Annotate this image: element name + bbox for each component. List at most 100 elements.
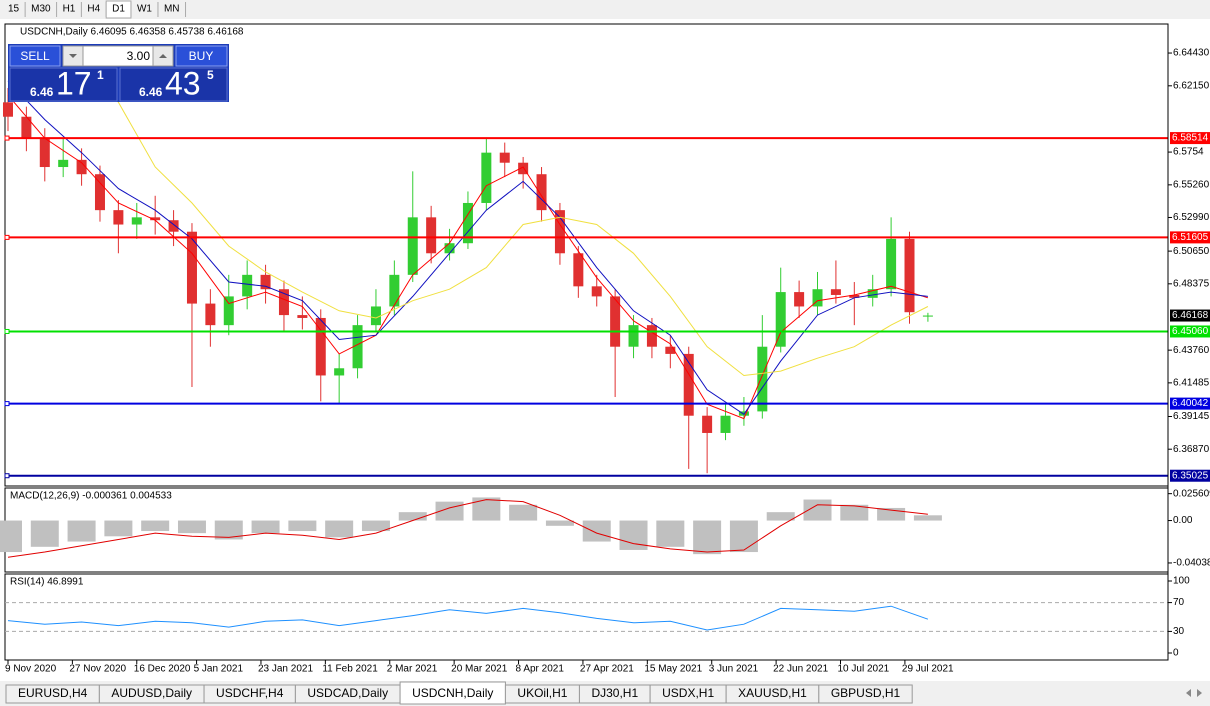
- y-tick-label: 6.55260: [1173, 179, 1210, 190]
- macd-bar: [325, 520, 354, 538]
- sell-label[interactable]: SELL: [20, 49, 50, 63]
- ask-box[interactable]: [119, 67, 228, 102]
- timeframe-button[interactable]: H4: [87, 4, 100, 15]
- tab-label[interactable]: USDX,H1: [662, 686, 714, 700]
- timeframe-button[interactable]: 15: [8, 4, 20, 15]
- x-tick-label: 11 Feb 2021: [322, 664, 378, 675]
- y-tick-label: 6.36870: [1173, 444, 1210, 455]
- candle-body: [297, 315, 308, 318]
- level-label-bg: [1170, 132, 1210, 145]
- candle-body: [39, 138, 50, 168]
- y-tick-label: 70: [1173, 597, 1185, 608]
- candle-body: [536, 174, 547, 211]
- candle-body: [76, 159, 87, 175]
- candle-body: [389, 274, 400, 307]
- candle-body: [702, 415, 713, 433]
- candle-body: [462, 202, 473, 244]
- level-label-bg: [1170, 469, 1210, 482]
- macd-bar: [840, 504, 869, 521]
- y-tick-label: 30: [1173, 626, 1185, 637]
- candle-body: [830, 289, 841, 295]
- timeframe-button[interactable]: M30: [31, 4, 51, 15]
- tab-label[interactable]: AUDUSD,Daily: [111, 686, 192, 700]
- level-label-bg: [1170, 397, 1210, 410]
- candle-body: [591, 286, 602, 297]
- scroll-right[interactable]: [1197, 689, 1202, 697]
- macd-bar: [398, 512, 427, 521]
- bid-box[interactable]: [9, 67, 118, 102]
- tab-label[interactable]: XAUUSD,H1: [738, 686, 807, 700]
- tab-label[interactable]: USDCAD,Daily: [307, 686, 388, 700]
- candle-body: [168, 220, 179, 232]
- level-label-bg: [1170, 231, 1210, 244]
- x-tick-label: 2 Mar 2021: [387, 664, 438, 675]
- candle-body: [370, 306, 381, 326]
- panel-title: RSI(14) 46.8991: [10, 577, 84, 588]
- panel-title: MACD(12,26,9) -0.000361 0.004533: [10, 491, 172, 502]
- candle-body: [481, 152, 492, 203]
- tab-label[interactable]: DJ30,H1: [591, 686, 638, 700]
- level-label: 6.45060: [1172, 326, 1209, 337]
- y-tick-label: 6.52990: [1173, 212, 1210, 223]
- x-tick-label: 29 Jul 2021: [902, 664, 954, 675]
- candle-body: [426, 217, 437, 254]
- candle-body: [518, 162, 529, 175]
- tab[interactable]: [818, 684, 913, 704]
- tab-label[interactable]: USDCNH,Daily: [412, 686, 493, 700]
- ask-point: 5: [207, 68, 214, 82]
- timeframe-button[interactable]: MN: [164, 4, 180, 15]
- y-tick-label: 6.50650: [1173, 246, 1210, 257]
- candle-body: [94, 174, 105, 211]
- ask-big-figure: 6.46: [139, 85, 163, 99]
- sell-button[interactable]: [9, 45, 61, 67]
- candle-body: [150, 217, 161, 221]
- level-handle: [4, 401, 10, 407]
- level-label: 6.40042: [1172, 398, 1209, 409]
- buy-button[interactable]: [175, 45, 228, 67]
- y-tick-label: 0: [1173, 648, 1179, 659]
- macd-bar: [509, 504, 538, 521]
- tab-label[interactable]: USDCHF,H4: [216, 686, 284, 700]
- x-tick-label: 20 Mar 2021: [451, 664, 508, 675]
- candle-body: [315, 317, 326, 376]
- moving-average: [7, 80, 928, 415]
- candle-body: [131, 217, 142, 225]
- y-tick-label: 6.43760: [1173, 345, 1210, 356]
- scroll-left[interactable]: [1186, 689, 1191, 697]
- candle-body: [352, 325, 363, 369]
- candle-body: [757, 346, 768, 412]
- macd-bar: [214, 520, 243, 540]
- tab-label[interactable]: UKOil,H1: [517, 686, 567, 700]
- up-arrow: [159, 54, 167, 58]
- buy-label[interactable]: BUY: [189, 49, 214, 63]
- candle-body: [260, 274, 271, 290]
- candle-body: [610, 296, 621, 347]
- x-tick-label: 22 Jun 2021: [773, 664, 828, 675]
- tab-label[interactable]: EURUSD,H4: [18, 686, 88, 700]
- timeframe-button[interactable]: D1: [112, 4, 125, 15]
- candle-body: [2, 102, 13, 117]
- timeframe-button[interactable]: W1: [137, 4, 152, 15]
- candle-body: [21, 116, 32, 139]
- candle-body: [242, 274, 253, 297]
- candle-body: [904, 238, 915, 313]
- macd-bar: [913, 515, 942, 521]
- tab-label[interactable]: GBPUSD,H1: [831, 686, 901, 700]
- candle-body: [628, 325, 639, 347]
- bid-point: 1: [97, 68, 104, 82]
- bid-big-figure: 6.46: [30, 85, 54, 99]
- candle-body: [205, 303, 216, 326]
- y-tick-label: 6.64430: [1173, 48, 1210, 59]
- macd-bar: [619, 520, 648, 550]
- macd-bar: [766, 512, 795, 521]
- macd-bar: [545, 520, 574, 526]
- macd-bar: [0, 520, 22, 553]
- timeframe-button[interactable]: H1: [63, 4, 76, 15]
- last-price-bg: [1170, 309, 1210, 322]
- level-label: 6.58514: [1172, 133, 1209, 144]
- moving-average: [81, 51, 929, 377]
- candle-body: [849, 294, 860, 298]
- x-tick-label: 8 Apr 2021: [516, 664, 565, 675]
- lots-value[interactable]: 3.00: [127, 49, 151, 63]
